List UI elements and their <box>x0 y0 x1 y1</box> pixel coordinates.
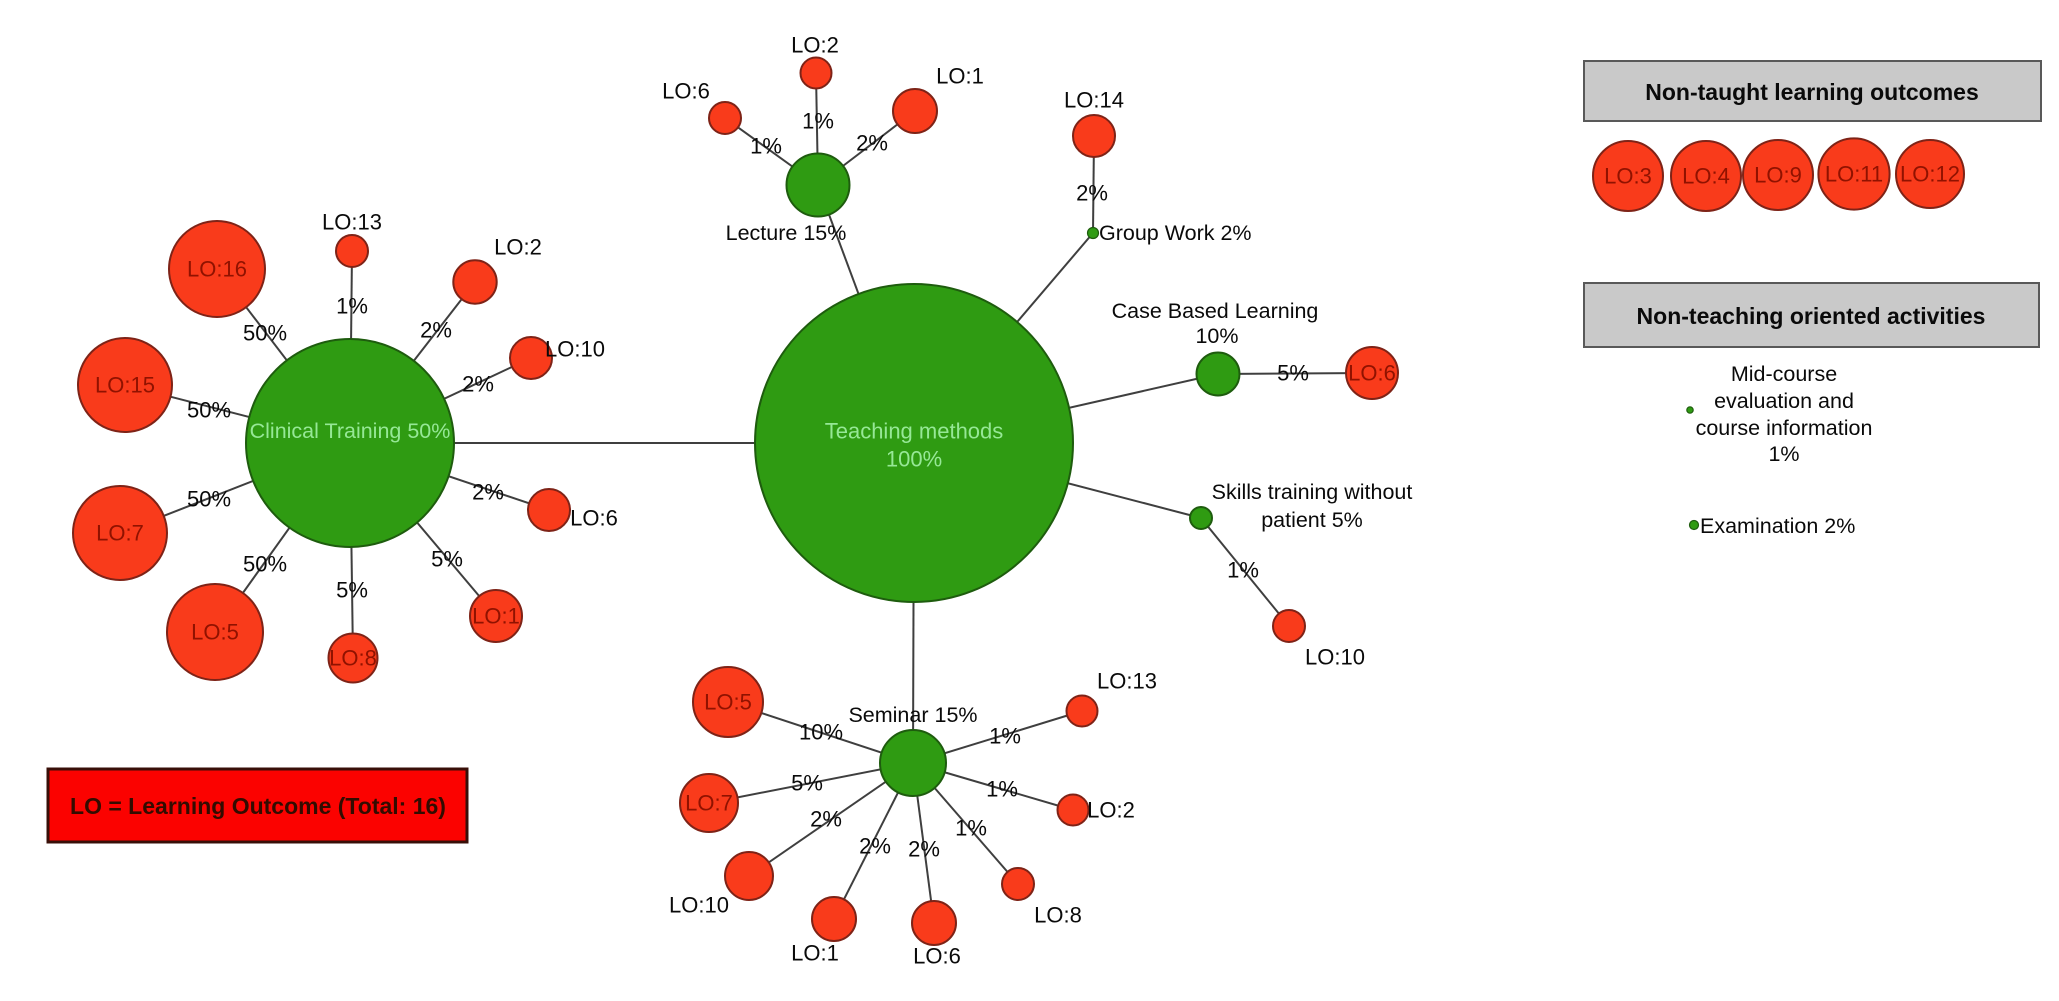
svg-text:1%: 1% <box>336 294 368 319</box>
svg-text:Group Work 2%: Group Work 2% <box>1099 221 1252 245</box>
svg-text:Non-teaching oriented activiti: Non-teaching oriented activities <box>1637 303 1986 329</box>
svg-text:LO:16: LO:16 <box>187 257 247 282</box>
svg-text:LO:13: LO:13 <box>1097 669 1157 694</box>
svg-text:50%: 50% <box>243 321 287 346</box>
svg-text:LO:13: LO:13 <box>322 210 382 235</box>
svg-text:course information: course information <box>1696 416 1873 440</box>
svg-text:LO:12: LO:12 <box>1900 162 1960 187</box>
svg-text:1%: 1% <box>955 816 987 841</box>
svg-text:1%: 1% <box>1768 442 1799 466</box>
svg-text:50%: 50% <box>243 552 287 577</box>
svg-text:Non-taught learning outcomes: Non-taught learning outcomes <box>1645 79 1979 105</box>
svg-text:LO:7: LO:7 <box>685 791 733 816</box>
svg-text:LO:8: LO:8 <box>1034 903 1082 928</box>
svg-text:10%: 10% <box>799 720 843 745</box>
svg-text:10%: 10% <box>1195 324 1238 348</box>
svg-text:LO:10: LO:10 <box>669 893 729 918</box>
svg-text:LO:1: LO:1 <box>936 64 984 89</box>
svg-text:100%: 100% <box>886 447 942 472</box>
svg-text:LO:9: LO:9 <box>1754 163 1802 188</box>
svg-text:LO:4: LO:4 <box>1682 164 1730 189</box>
svg-text:1%: 1% <box>989 724 1021 749</box>
svg-text:LO:1: LO:1 <box>472 604 520 629</box>
svg-text:LO:15: LO:15 <box>95 373 155 398</box>
svg-text:LO:2: LO:2 <box>1087 798 1135 823</box>
svg-text:LO:11: LO:11 <box>1825 162 1883 187</box>
svg-text:Teaching methods: Teaching methods <box>825 419 1004 444</box>
svg-text:LO:6: LO:6 <box>913 944 961 969</box>
svg-text:LO:2: LO:2 <box>791 33 839 58</box>
svg-text:Lecture 15%: Lecture 15% <box>726 221 847 245</box>
svg-text:LO:6: LO:6 <box>1348 361 1396 386</box>
svg-text:2%: 2% <box>472 480 504 505</box>
svg-text:patient 5%: patient 5% <box>1261 508 1363 532</box>
svg-text:1%: 1% <box>802 109 834 134</box>
svg-text:Case Based Learning: Case Based Learning <box>1112 299 1319 323</box>
svg-text:LO:10: LO:10 <box>1305 645 1365 670</box>
svg-text:1%: 1% <box>750 134 782 159</box>
svg-text:LO = Learning Outcome (Total:: LO = Learning Outcome (Total: 16) <box>70 793 446 819</box>
svg-text:LO:6: LO:6 <box>570 506 618 531</box>
svg-text:5%: 5% <box>336 578 368 603</box>
svg-text:2%: 2% <box>859 834 891 859</box>
svg-text:LO:6: LO:6 <box>662 79 710 104</box>
svg-text:LO:10: LO:10 <box>545 337 605 362</box>
svg-text:2%: 2% <box>908 837 940 862</box>
svg-text:1%: 1% <box>1227 558 1259 583</box>
svg-text:LO:7: LO:7 <box>96 521 144 546</box>
svg-text:5%: 5% <box>791 771 823 796</box>
svg-text:Seminar 15%: Seminar 15% <box>848 703 977 727</box>
svg-text:LO:3: LO:3 <box>1604 164 1652 189</box>
svg-text:LO:2: LO:2 <box>494 235 542 260</box>
svg-text:5%: 5% <box>431 547 463 572</box>
svg-text:1%: 1% <box>986 777 1018 802</box>
svg-text:50%: 50% <box>187 398 231 423</box>
svg-text:5%: 5% <box>1277 361 1309 386</box>
svg-text:LO:1: LO:1 <box>791 941 839 966</box>
svg-text:Clinical Training 50%: Clinical Training 50% <box>250 419 451 443</box>
svg-text:2%: 2% <box>810 807 842 832</box>
svg-text:Skills training without: Skills training without <box>1212 480 1413 504</box>
svg-text:LO:8: LO:8 <box>329 646 377 671</box>
svg-text:Examination 2%: Examination 2% <box>1700 514 1855 538</box>
svg-text:2%: 2% <box>1076 181 1108 206</box>
svg-text:2%: 2% <box>856 131 888 156</box>
svg-text:LO:5: LO:5 <box>704 690 752 715</box>
svg-text:50%: 50% <box>187 487 231 512</box>
svg-text:Mid-course: Mid-course <box>1731 362 1837 386</box>
svg-text:evaluation and: evaluation and <box>1714 389 1854 413</box>
svg-text:LO:14: LO:14 <box>1064 88 1124 113</box>
svg-text:2%: 2% <box>462 372 494 397</box>
svg-text:2%: 2% <box>420 318 452 343</box>
svg-text:LO:5: LO:5 <box>191 620 239 645</box>
